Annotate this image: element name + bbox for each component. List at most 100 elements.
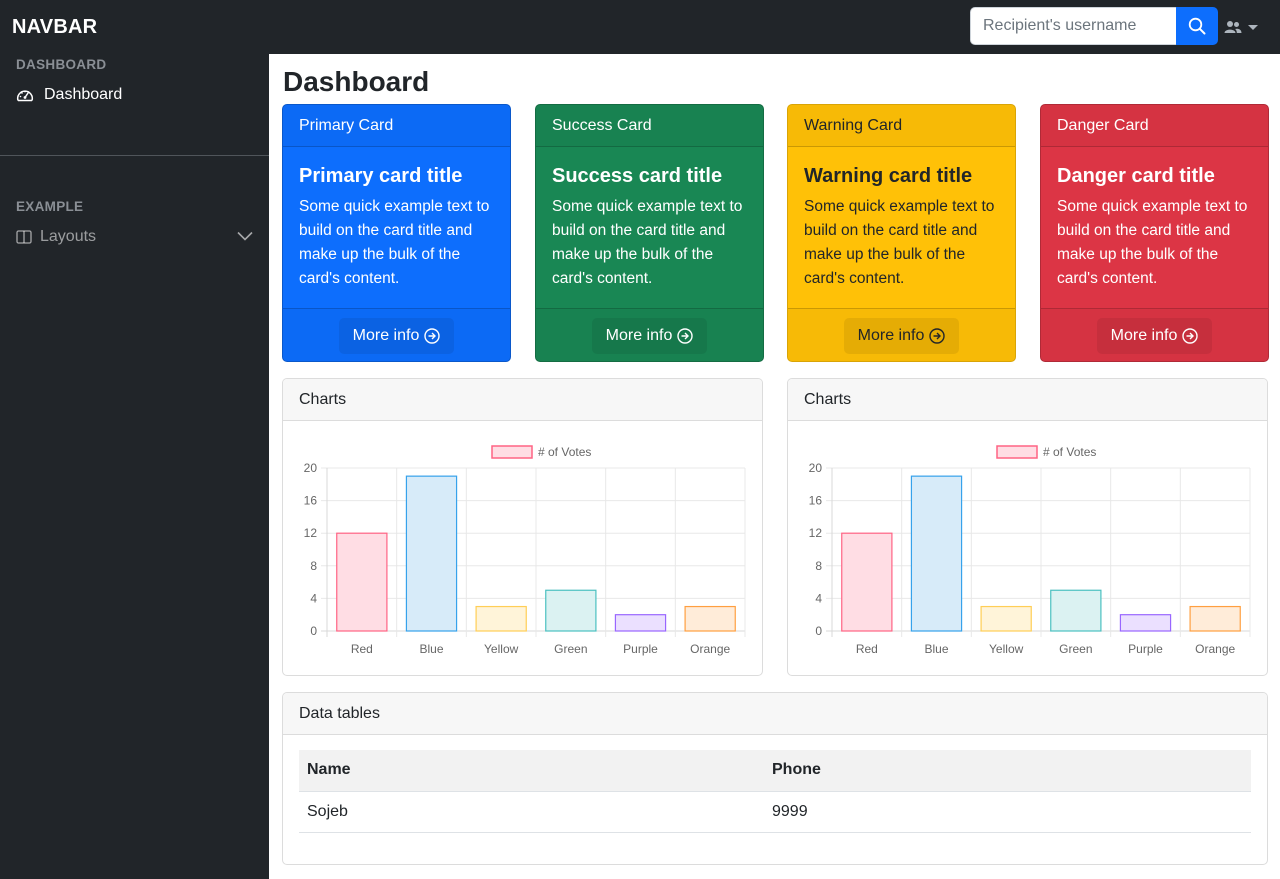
bar-purple <box>1119 614 1172 632</box>
x-tick-label: Yellow <box>989 642 1024 656</box>
chart-panel-left: Charts # of Votes 0 4 8 12 16 20 Red Blue Yellow G… <box>282 378 763 676</box>
bar-red <box>841 532 893 632</box>
primary-card: Primary Card Primary card title Some qui… <box>282 104 511 362</box>
bar-yellow <box>475 605 527 632</box>
columns-icon <box>16 230 32 244</box>
card-header: Primary Card <box>283 105 510 147</box>
search-group <box>970 7 1218 45</box>
x-tick-label: Green <box>554 642 587 656</box>
y-tick-label: 8 <box>815 559 822 573</box>
bar-orange <box>684 605 736 632</box>
arrow-right-circle-icon <box>424 328 441 344</box>
sidebar: DASHBOARD Dashboard EXAMPLE Layouts <box>0 54 269 879</box>
x-tick-label: Red <box>856 642 878 656</box>
x-tick-label: Orange <box>1195 642 1235 656</box>
sidebar-item-layouts[interactable]: Layouts <box>16 228 96 246</box>
danger-card: Danger Card Danger card title Some quick… <box>1040 104 1269 362</box>
x-tick-label: Orange <box>690 642 730 656</box>
table-row: Sojeb 9999 <box>299 791 1251 833</box>
more-info-label: More info <box>605 327 673 344</box>
users-icon <box>1224 21 1242 33</box>
more-info-label: More info <box>1110 327 1178 344</box>
card-header: Danger Card <box>1041 105 1268 147</box>
sidebar-item-dashboard[interactable]: Dashboard <box>16 86 122 104</box>
more-info-label: More info <box>352 327 420 344</box>
user-menu-toggle[interactable] <box>1224 15 1258 39</box>
x-tick-label: Purple <box>623 642 658 656</box>
success-card: Success Card Success card title Some qui… <box>535 104 764 362</box>
top-navbar: NAVBAR <box>0 0 1280 54</box>
arrow-right-circle-icon <box>929 328 946 344</box>
bar-green <box>1050 589 1102 632</box>
arrow-right-circle-icon <box>677 328 694 344</box>
card-text: Some quick example text to build on the … <box>299 198 490 287</box>
y-tick-label: 20 <box>304 461 318 475</box>
bar-red <box>336 532 388 632</box>
more-info-button[interactable]: More info <box>338 318 455 354</box>
bar-orange <box>1189 605 1241 632</box>
chart-panel-right: Charts # of Votes 0 4 8 12 16 20 Red Blue Yellow G… <box>787 378 1268 676</box>
y-tick-label: 16 <box>809 494 823 508</box>
more-info-button[interactable]: More info <box>591 318 708 354</box>
chevron-down-icon[interactable] <box>237 231 253 241</box>
bar-blue <box>910 475 963 632</box>
card-footer: More info <box>1041 308 1268 361</box>
x-tick-label: Blue <box>924 642 948 656</box>
y-tick-label: 20 <box>809 461 823 475</box>
navbar-brand[interactable]: NAVBAR <box>12 15 98 38</box>
warning-card: Warning Card Warning card title Some qui… <box>787 104 1016 362</box>
legend-swatch <box>996 445 1038 459</box>
card-text: Some quick example text to build on the … <box>804 198 995 287</box>
card-title: Warning card title <box>804 165 973 187</box>
chevron-down-icon <box>1248 24 1258 30</box>
y-tick-label: 12 <box>304 526 318 540</box>
x-tick-label: Blue <box>419 642 443 656</box>
speedometer-icon <box>16 90 34 102</box>
table-cell-phone: 9999 <box>764 791 1251 833</box>
card-body: Warning card title Some quick example te… <box>788 147 1015 308</box>
more-info-button[interactable]: More info <box>843 318 960 354</box>
panel-header: Charts <box>788 379 1267 421</box>
legend-label: # of Votes <box>538 445 591 459</box>
sidebar-heading-example: EXAMPLE <box>16 199 84 214</box>
y-tick-label: 4 <box>815 591 822 605</box>
search-button[interactable] <box>1176 7 1218 45</box>
votes-bar-chart: # of Votes 0 4 8 12 16 20 Red Blue Yellow Green Pur… <box>304 445 746 656</box>
bar-yellow <box>980 605 1032 632</box>
card-title: Primary card title <box>299 165 463 187</box>
more-info-button[interactable]: More info <box>1096 318 1213 354</box>
sidebar-item-label: Dashboard <box>44 86 123 103</box>
bar-green <box>545 589 597 632</box>
bar-purple <box>614 614 667 632</box>
card-header: Warning Card <box>788 105 1015 147</box>
x-tick-label: Green <box>1059 642 1092 656</box>
card-text: Some quick example text to build on the … <box>1057 198 1248 287</box>
arrow-right-circle-icon <box>1182 328 1199 344</box>
y-tick-label: 4 <box>310 591 317 605</box>
column-header-name[interactable]: Name <box>299 750 764 792</box>
table-header-row: Name Phone <box>299 750 1251 792</box>
page-title: Dashboard <box>283 66 430 97</box>
x-tick-label: Yellow <box>484 642 519 656</box>
column-header-phone[interactable]: Phone <box>764 750 1251 792</box>
more-info-label: More info <box>857 327 925 344</box>
panel-header: Data tables <box>283 693 1267 735</box>
table-cell-name: Sojeb <box>299 791 764 833</box>
card-footer: More info <box>788 308 1015 361</box>
y-tick-label: 16 <box>304 494 318 508</box>
y-tick-label: 8 <box>310 559 317 573</box>
search-input[interactable] <box>970 7 1176 45</box>
y-tick-label: 12 <box>809 526 823 540</box>
card-text: Some quick example text to build on the … <box>552 198 743 287</box>
panel-header: Charts <box>283 379 762 421</box>
data-table-panel: Data tables Name Phone Sojeb 9999 <box>282 692 1268 865</box>
x-tick-label: Purple <box>1128 642 1163 656</box>
card-footer: More info <box>283 308 510 361</box>
bar-blue <box>405 475 458 632</box>
search-icon <box>1188 17 1206 35</box>
legend-label: # of Votes <box>1043 445 1096 459</box>
card-body: Success card title Some quick example te… <box>536 147 763 308</box>
card-footer: More info <box>536 308 763 361</box>
card-body: Danger card title Some quick example tex… <box>1041 147 1268 308</box>
votes-bar-chart: # of Votes 0 4 8 12 16 20 Red Blue Yellow Green Pur… <box>809 445 1251 656</box>
